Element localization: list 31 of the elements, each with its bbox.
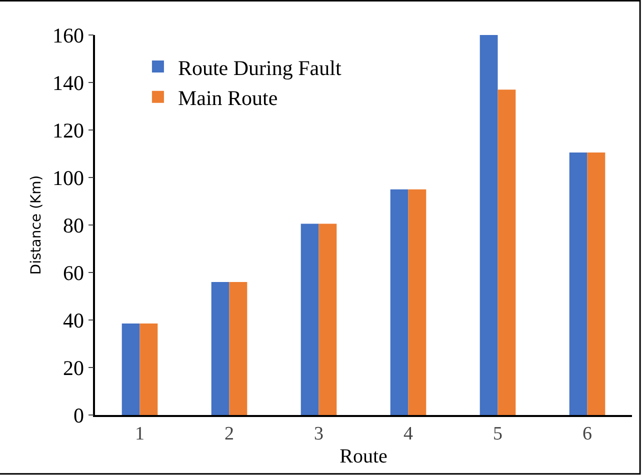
bar <box>569 152 588 415</box>
y-tick-label: 160 <box>52 23 84 48</box>
legend-label: Route During Fault <box>178 56 342 80</box>
y-tick-label: 20 <box>63 356 84 380</box>
bar <box>300 224 319 415</box>
x-tick-label: 3 <box>314 424 324 445</box>
x-tick-label: 4 <box>404 424 414 445</box>
bar <box>211 282 230 415</box>
bar <box>390 189 408 415</box>
bar <box>408 189 426 415</box>
x-tick-label: 2 <box>224 424 234 445</box>
bar <box>587 152 606 415</box>
y-tick-label: 80 <box>63 213 84 238</box>
y-tick-label: 40 <box>63 308 84 332</box>
bar <box>318 224 337 415</box>
y-tick-label: 140 <box>52 70 84 95</box>
bar <box>480 35 498 415</box>
y-tick-label: 120 <box>52 118 84 142</box>
legend-label: Main Route <box>178 86 278 110</box>
x-tick-label: 5 <box>493 424 502 445</box>
bar <box>122 324 140 415</box>
y-axis-title: Distance (Km) <box>28 175 45 275</box>
x-axis-title: Route <box>340 446 388 468</box>
x-tick-label: 6 <box>582 424 592 445</box>
bar <box>498 90 516 415</box>
y-tick-label: 0 <box>74 403 84 428</box>
x-tick-label: 1 <box>135 424 144 445</box>
bar <box>140 324 158 415</box>
y-tick-label: 100 <box>52 166 84 190</box>
bar <box>229 282 248 415</box>
y-tick-label: 60 <box>63 260 84 285</box>
